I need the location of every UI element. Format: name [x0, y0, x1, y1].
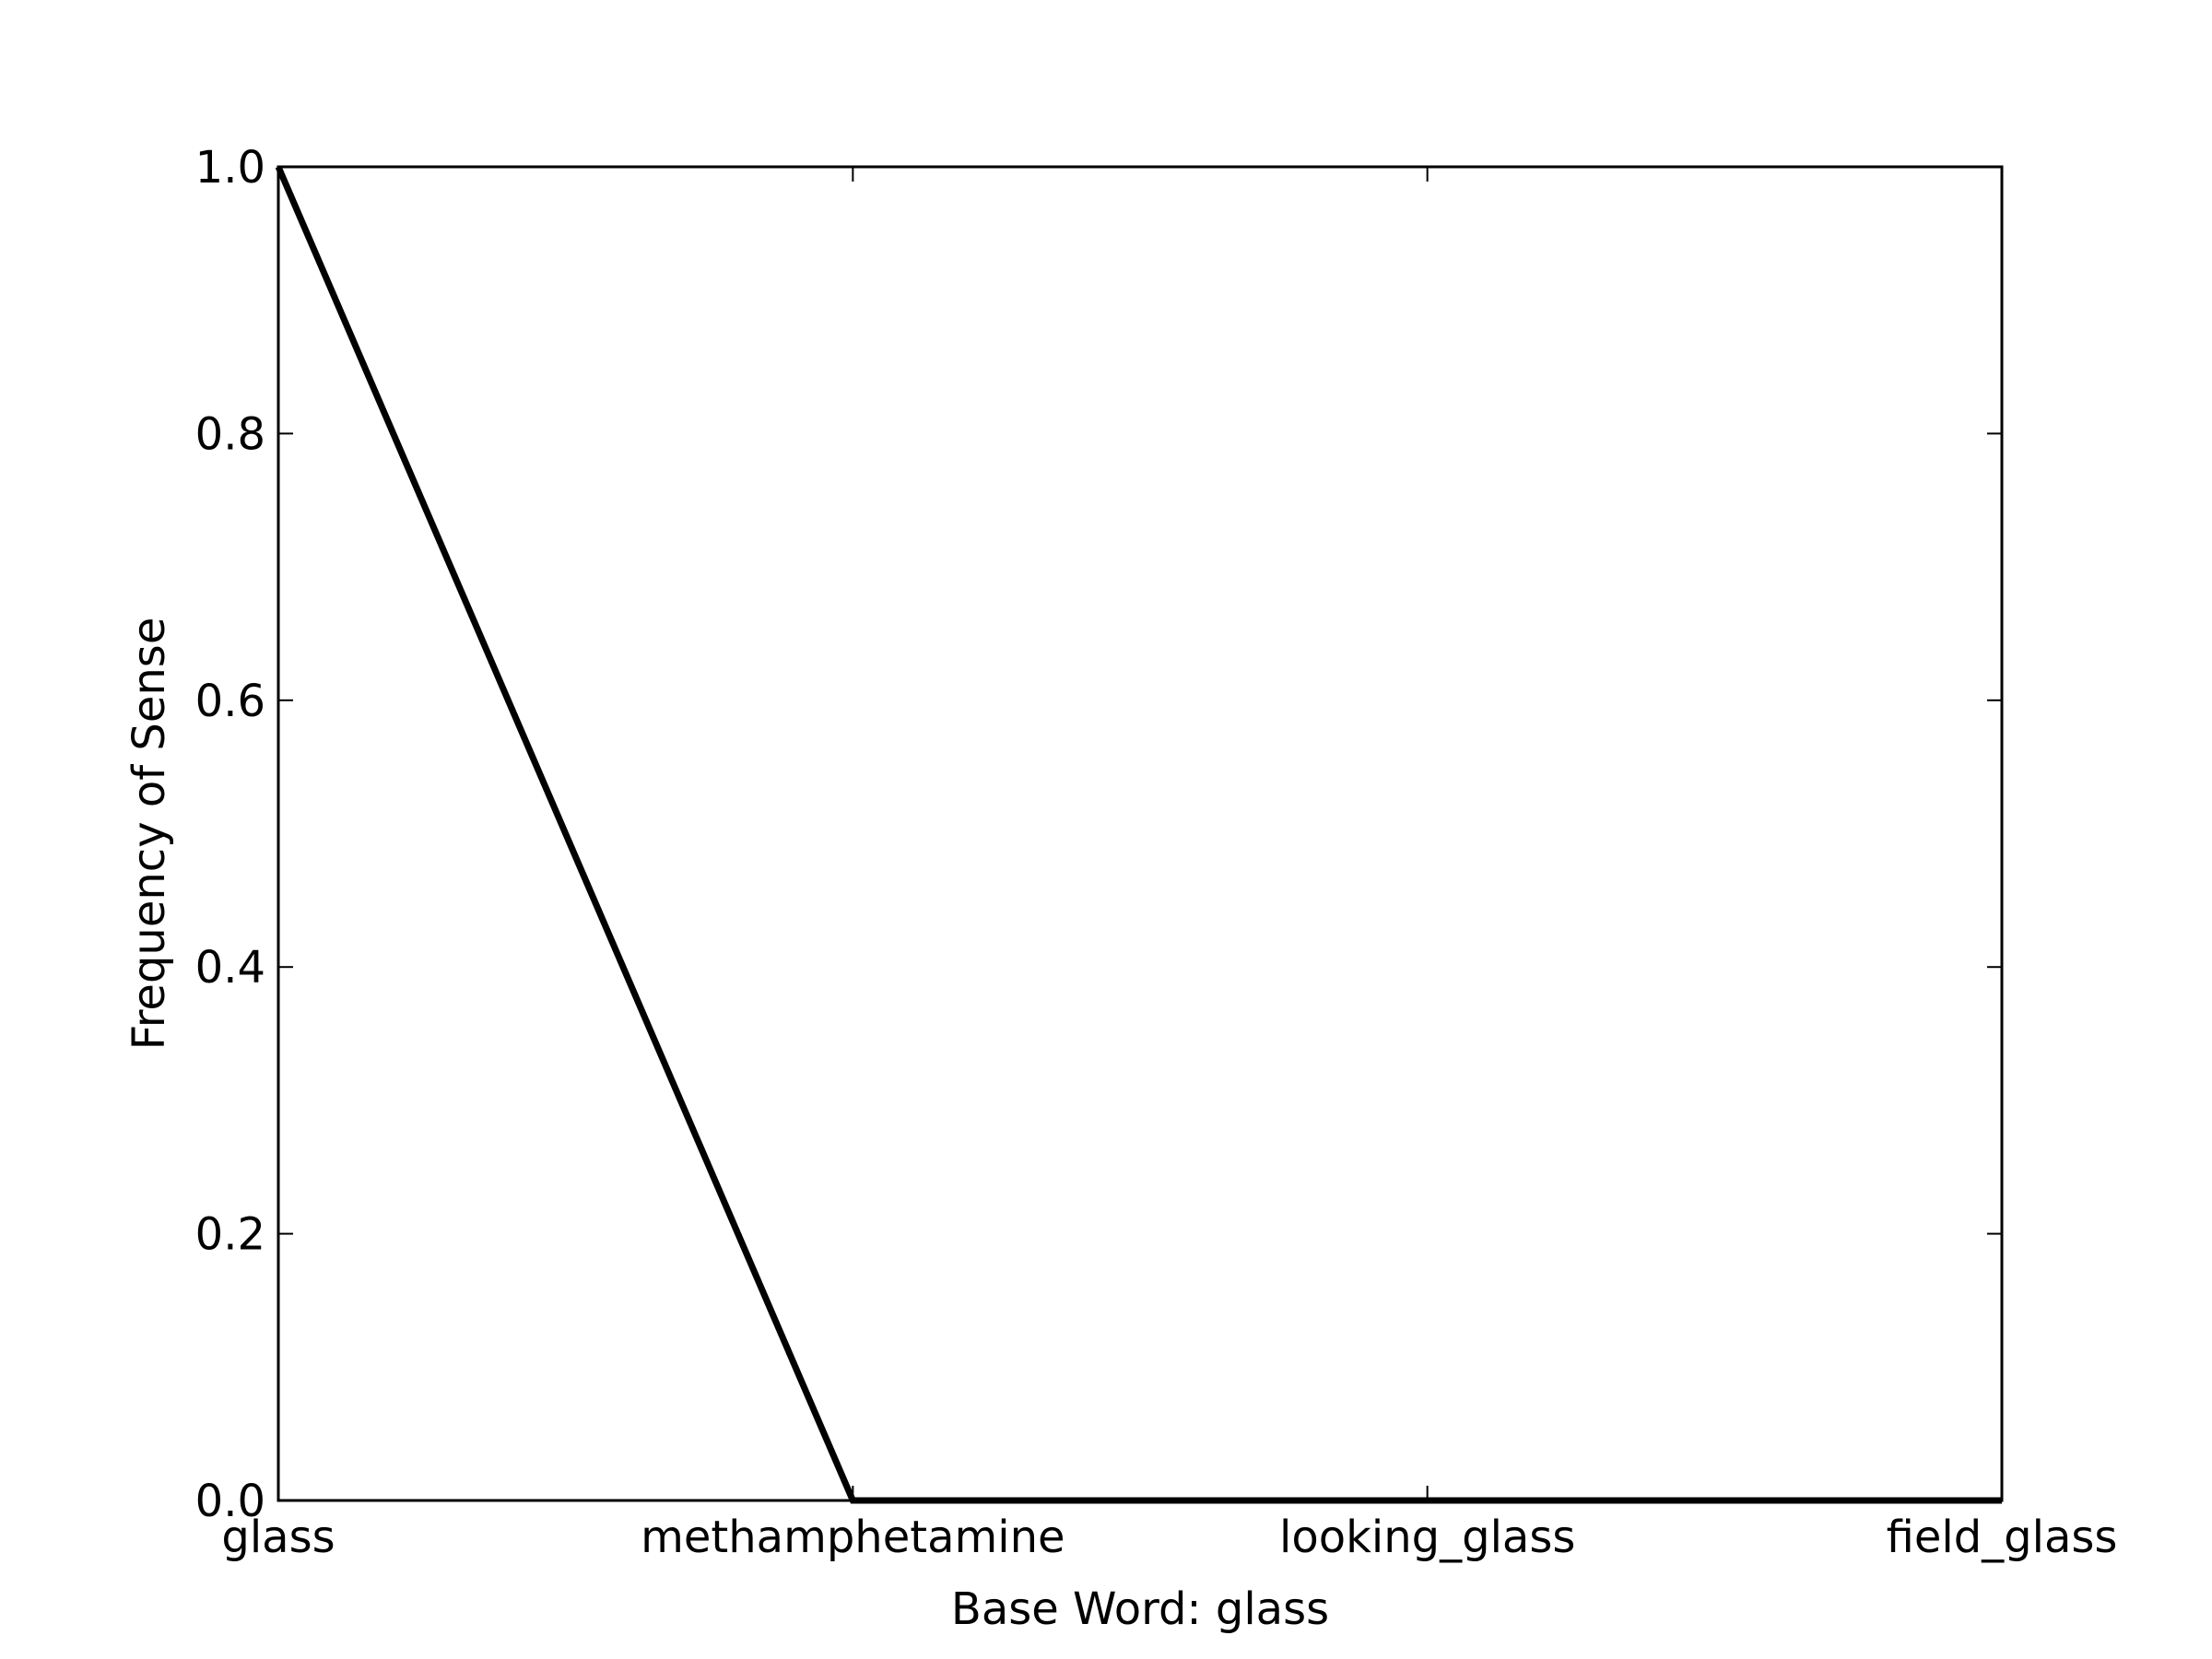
- series-line: [275, 165, 2002, 1504]
- x-axis-label: Base Word: glass: [951, 1583, 1329, 1635]
- y-tick-label: 1.0: [195, 142, 265, 194]
- y-tick-label: 0.6: [195, 676, 265, 727]
- x-tick-label: looking_glass: [1279, 1512, 1575, 1563]
- x-tick-label: methamphetamine: [641, 1512, 1065, 1563]
- y-tick-label: 0.8: [195, 408, 265, 460]
- plot-area: [276, 165, 2004, 1502]
- y-axis-label: Frequency of Sense: [124, 618, 175, 1051]
- y-tick-label: 0.2: [195, 1209, 265, 1261]
- y-tick-label: 0.4: [195, 942, 265, 994]
- series-layer: [275, 165, 2003, 1504]
- y-axis-ticks: 0.0 0.2 0.4 0.6 0.8 1.0: [195, 142, 2002, 1527]
- plot-frame: [276, 165, 2004, 1502]
- x-axis-ticks: glass methamphetamine looking_glass field_g…: [221, 167, 2117, 1563]
- x-tick-label: field_glass: [1887, 1512, 2118, 1563]
- x-tick-label: glass: [221, 1512, 335, 1563]
- y-tick-label: 0.0: [195, 1476, 265, 1527]
